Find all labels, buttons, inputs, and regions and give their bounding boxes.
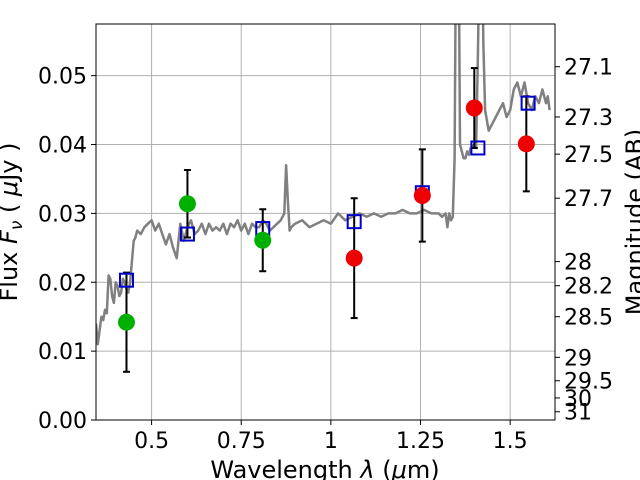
flux-point [465,99,483,117]
flux-point [345,249,363,267]
x-tick-label: 1.5 [493,429,528,454]
flux-point [178,195,196,213]
y-tick-label: 0.02 [38,271,87,296]
y-tick-label: 0.01 [38,340,87,365]
flux-point [517,135,535,153]
flux-point [254,231,272,249]
y-tick-label: 0.04 [38,134,87,159]
y2-tick-label: 27.1 [564,56,613,81]
y2-tick-label: 29.5 [564,370,613,395]
x-tick-label: 1.25 [396,429,445,454]
y-tick-label: 0.05 [38,65,87,90]
y-tick-label: 0.03 [38,202,87,227]
x-tick-label: 0.5 [134,429,169,454]
y2-tick-label: 31 [564,401,592,426]
y2-tick-label: 30 [564,387,592,412]
model-square-point [470,140,486,156]
y2-tick-label: 28 [564,251,592,276]
y2-tick-label: 27.3 [564,106,613,131]
y-axis: 0.00 0.01 0.02 0.03 0.04 0.05 [38,65,96,434]
flux-point [117,313,135,331]
y2-tick-label: 29 [564,346,592,371]
plot-frame [95,23,556,421]
model-square-point [179,226,195,242]
x-tick-label: 0.75 [217,429,266,454]
x-axis-label: Wavelength λ (μm) [210,456,439,480]
model-square-point [118,272,134,288]
y2-tick-label: 27.5 [564,143,613,168]
model-square-point [520,95,536,111]
y2-axis-label: Magnitude (AB) [621,129,640,315]
x-tick-label: 1 [324,429,338,454]
y2-tick-label: 27.7 [564,187,613,212]
y-axis-label: Flux Fν ( μJy ) [0,142,27,301]
spectrum-line [96,24,551,346]
flux-point [413,186,431,204]
model-square-point [346,214,362,230]
y-tick-label: 0.00 [38,409,87,434]
x-axis: 0.5 0.75 1 1.25 1.5 [134,420,528,454]
y2-tick-label: 28.2 [564,275,613,300]
data-layer [96,24,551,373]
y2-tick-label: 28.5 [564,306,613,331]
